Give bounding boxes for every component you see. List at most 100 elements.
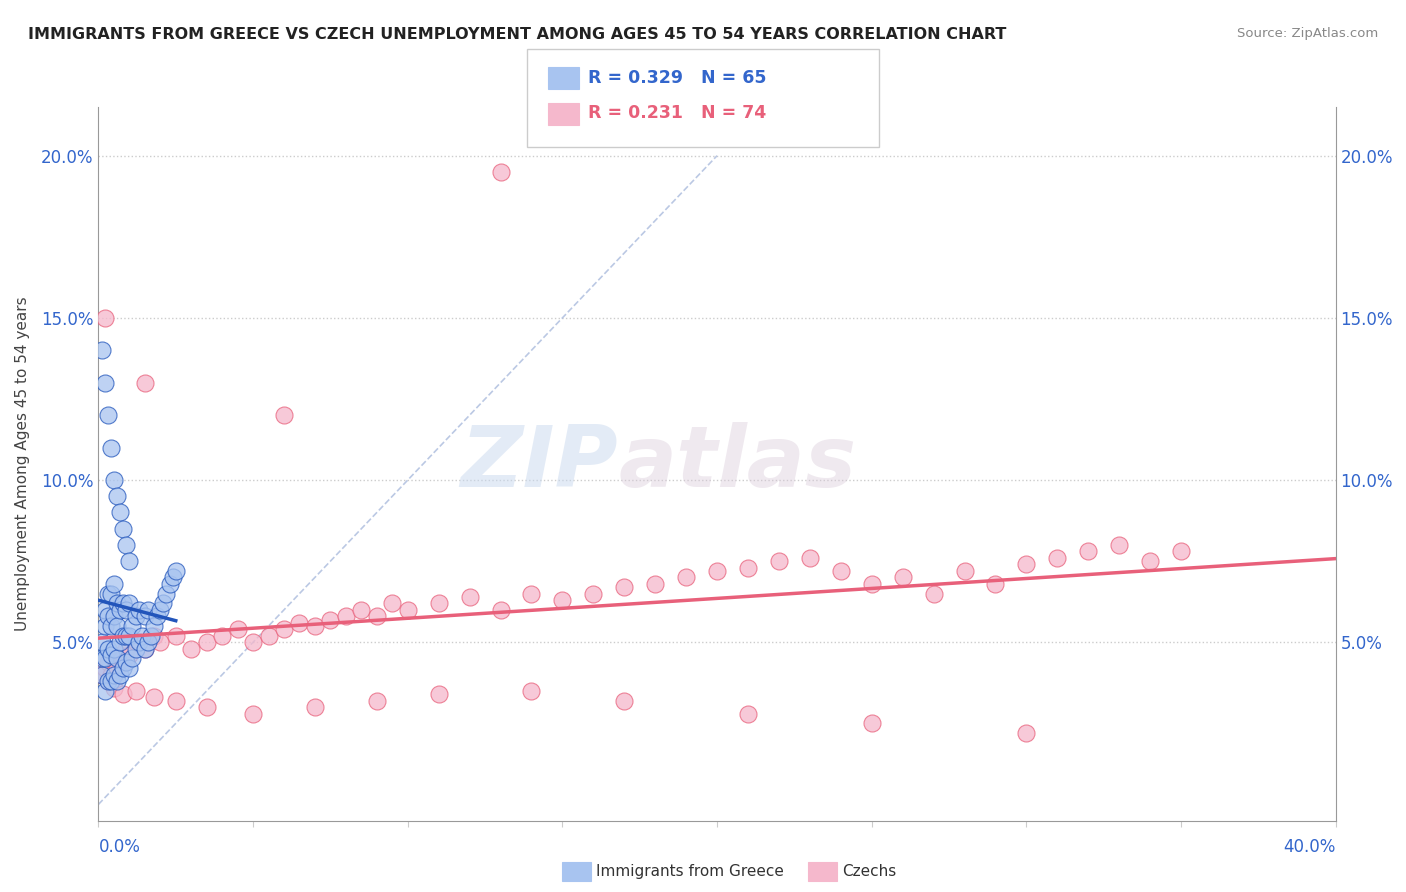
Point (90, 651, 112, 665)
Point (93, 603, 115, 617)
Point (103, 577, 125, 591)
Point (1077, 544, 1099, 558)
Point (1015, 558, 1038, 572)
Point (103, 609, 125, 624)
Point (273, 622, 295, 636)
Point (891, 570, 914, 584)
Point (242, 635, 264, 649)
Point (396, 603, 419, 617)
Point (100, 667, 122, 681)
Point (152, 596, 174, 610)
Point (830, 564, 852, 578)
Point (143, 690, 166, 705)
Point (121, 651, 143, 665)
Text: 40.0%: 40.0% (1284, 838, 1336, 855)
Point (211, 629, 233, 643)
Point (162, 570, 184, 584)
Point (984, 577, 1007, 591)
Point (121, 619, 143, 633)
Point (93, 651, 115, 665)
Point (90, 343, 112, 358)
Point (128, 603, 150, 617)
Point (458, 590, 481, 604)
Point (134, 641, 156, 656)
Point (115, 629, 138, 643)
Text: Source: ZipAtlas.com: Source: ZipAtlas.com (1237, 27, 1378, 40)
Point (319, 613, 342, 627)
Point (335, 609, 357, 624)
Point (100, 441, 122, 455)
Point (97, 408, 120, 422)
Point (118, 648, 141, 663)
Point (520, 586, 543, 600)
Text: atlas: atlas (619, 422, 856, 506)
Point (108, 603, 131, 617)
Point (195, 635, 218, 649)
Point (103, 651, 125, 665)
Point (100, 586, 122, 600)
Point (427, 687, 450, 701)
Point (103, 473, 125, 487)
Point (366, 693, 388, 707)
Point (139, 629, 162, 643)
Point (112, 629, 135, 643)
Point (860, 577, 883, 591)
Point (155, 586, 177, 600)
Point (105, 489, 128, 503)
Point (799, 550, 821, 565)
Point (613, 693, 636, 707)
Point (1108, 538, 1130, 552)
Point (737, 560, 759, 574)
Point (93, 310, 115, 325)
Point (128, 635, 150, 649)
Point (90, 667, 112, 681)
Text: 0.0%: 0.0% (98, 838, 141, 855)
Point (103, 681, 125, 695)
Point (124, 684, 146, 698)
Point (97, 586, 120, 600)
Point (112, 655, 135, 669)
Point (1139, 554, 1161, 568)
Point (100, 619, 122, 633)
Point (582, 586, 605, 600)
Point (143, 629, 166, 643)
Point (149, 635, 172, 649)
Text: Immigrants from Greece: Immigrants from Greece (596, 864, 785, 879)
Point (112, 661, 135, 675)
Point (165, 693, 187, 707)
Point (1046, 550, 1069, 565)
Point (520, 684, 543, 698)
Point (115, 603, 138, 617)
Point (93, 376, 115, 390)
Y-axis label: Unemployment Among Ages 45 to 54 years: Unemployment Among Ages 45 to 54 years (15, 296, 30, 632)
Point (165, 564, 187, 578)
Point (100, 674, 122, 689)
Point (134, 376, 156, 390)
Point (103, 667, 125, 681)
Point (131, 629, 153, 643)
Point (103, 641, 125, 656)
Text: ZIP: ZIP (460, 422, 619, 506)
Point (1170, 544, 1192, 558)
Point (118, 596, 141, 610)
Point (97, 655, 120, 669)
Point (105, 674, 128, 689)
Point (551, 593, 574, 607)
Point (922, 586, 945, 600)
Point (242, 706, 264, 721)
Point (768, 554, 790, 568)
Point (427, 596, 450, 610)
Point (165, 629, 187, 643)
Point (195, 700, 218, 714)
Point (149, 603, 172, 617)
Point (105, 596, 128, 610)
Point (350, 603, 373, 617)
Point (159, 577, 181, 591)
Text: IMMIGRANTS FROM GREECE VS CZECH UNEMPLOYMENT AMONG AGES 45 TO 54 YEARS CORRELATI: IMMIGRANTS FROM GREECE VS CZECH UNEMPLOY… (28, 27, 1007, 42)
Point (143, 619, 166, 633)
Point (115, 641, 138, 656)
Point (1015, 726, 1038, 740)
Point (108, 506, 131, 520)
Point (108, 635, 131, 649)
Point (100, 648, 122, 663)
